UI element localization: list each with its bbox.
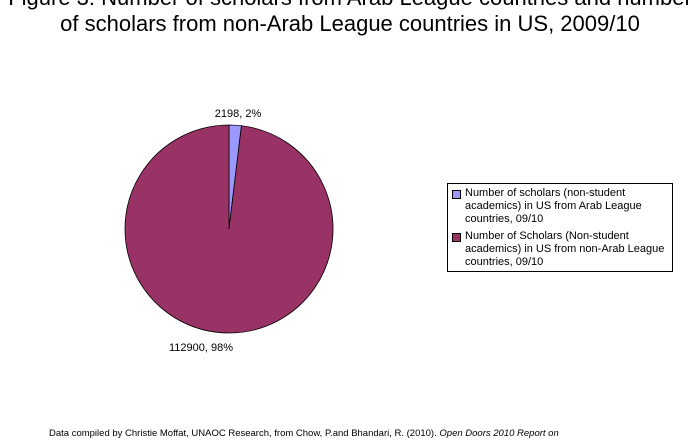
source-note-italic: Open Doors 2010 Report on	[439, 428, 559, 439]
source-note: Data compiled by Christie Moffat, UNAOC …	[49, 428, 559, 439]
pie-slice-label-1: 112900, 98%	[169, 342, 233, 354]
legend-item-non-arab-league: Number of Scholars (Non-student academic…	[452, 230, 668, 269]
pie-slice-label-0: 2198, 2%	[215, 108, 262, 120]
chart-title-line-1: Figure 3: Number of scholars from Arab L…	[0, 0, 700, 11]
pie-slice-1	[124, 124, 334, 334]
source-note-text: Data compiled by Christie Moffat, UNAOC …	[49, 428, 440, 439]
chart-title-line-2: of scholars from non-Arab League countri…	[60, 11, 640, 36]
chart-legend: Number of scholars (non-student academic…	[447, 183, 673, 272]
legend-label-non-arab-league: Number of Scholars (Non-student academic…	[465, 230, 665, 268]
legend-swatch-arab-league	[452, 190, 461, 199]
legend-item-arab-league: Number of scholars (non-student academic…	[452, 187, 668, 226]
legend-swatch-non-arab-league	[452, 233, 461, 242]
legend-label-arab-league: Number of scholars (non-student academic…	[465, 187, 642, 225]
